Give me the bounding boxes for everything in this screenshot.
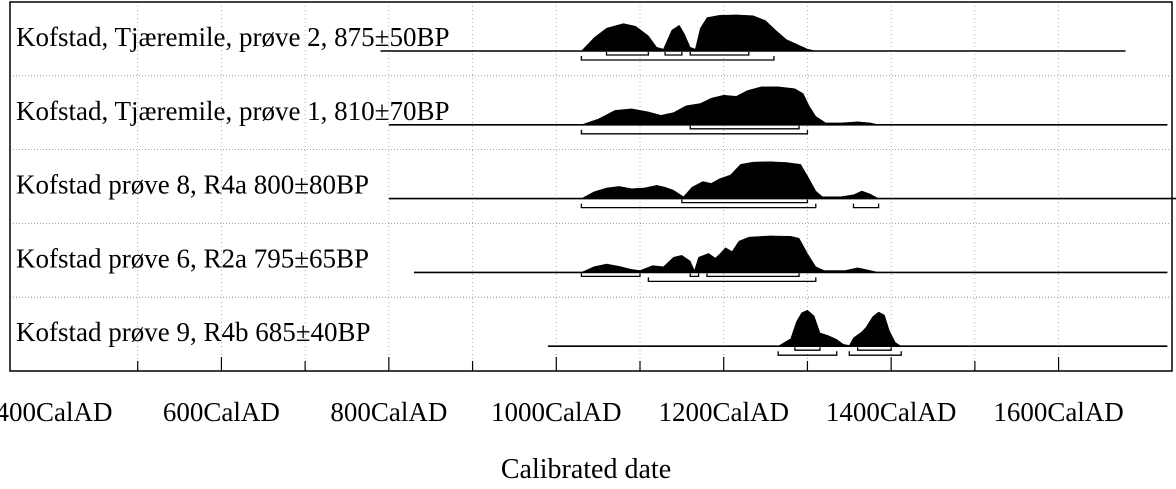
range-68-bracket [664, 52, 683, 56]
tick-label: 1200CalAD [658, 397, 789, 427]
probability-density [581, 235, 879, 273]
range-95-bracket [848, 351, 902, 356]
sample-row: Kofstad prøve 6, R2a 795±65BP [16, 235, 1168, 283]
tick-label: 800CalAD [330, 397, 447, 427]
sample-label: Kofstad prøve 9, R4b 685±40BP [16, 317, 371, 347]
range-95-bracket [647, 277, 817, 283]
range-68-bracket [857, 347, 892, 351]
sample-row: Kofstad, Tjæremile, prøve 2, 875±50BP [16, 14, 1126, 61]
range-68-bracket [706, 273, 800, 278]
tick-label: 1000CalAD [491, 397, 622, 427]
range-95-bracket [852, 203, 880, 209]
sample-label: Kofstad prøve 8, R4a 800±80BP [16, 170, 369, 200]
x-axis-tick-labels: 400CalAD 600CalAD 800CalAD 1000CalAD 1200Cal… [0, 397, 1124, 427]
range-68-bracket [689, 273, 700, 278]
sample-label: Kofstad prøve 6, R2a 795±65BP [16, 243, 369, 273]
tick-label: 600CalAD [163, 397, 280, 427]
plot-frame [9, 1, 1173, 372]
tick-label: 400CalAD [0, 397, 113, 427]
range-68-bracket [605, 52, 650, 56]
range-95-bracket [580, 129, 809, 135]
range-68-bracket [689, 125, 800, 130]
x-axis-ticks [137, 357, 1060, 371]
range-95-bracket [777, 351, 838, 356]
range-68-bracket [681, 199, 809, 204]
range-95-bracket [580, 203, 817, 209]
sample-label: Kofstad, Tjæremile, prøve 1, 810±70BP [16, 96, 450, 126]
sample-label: Kofstad, Tjæremile, prøve 2, 875±50BP [16, 22, 450, 52]
probability-density [777, 309, 903, 347]
sample-row: Kofstad prøve 9, R4b 685±40BP [16, 309, 1168, 356]
probability-density [580, 14, 816, 52]
sample-row: Kofstad, Tjæremile, prøve 1, 810±70BP [16, 86, 1168, 135]
probability-density [581, 86, 879, 126]
tick-label: 1400CalAD [826, 397, 957, 427]
sample-rows: Kofstad, Tjæremile, prøve 2, 875±50BP Kof… [16, 14, 1176, 356]
range-68-bracket [689, 52, 750, 56]
x-axis-label: Calibrated date [501, 454, 671, 485]
probability-density [581, 161, 879, 199]
range-95-bracket [580, 56, 775, 61]
range-68-bracket [580, 273, 641, 278]
range-68-bracket [794, 347, 821, 351]
tick-label: 1600CalAD [993, 397, 1124, 427]
sample-row: Kofstad prøve 8, R4a 800±80BP [16, 161, 1176, 209]
